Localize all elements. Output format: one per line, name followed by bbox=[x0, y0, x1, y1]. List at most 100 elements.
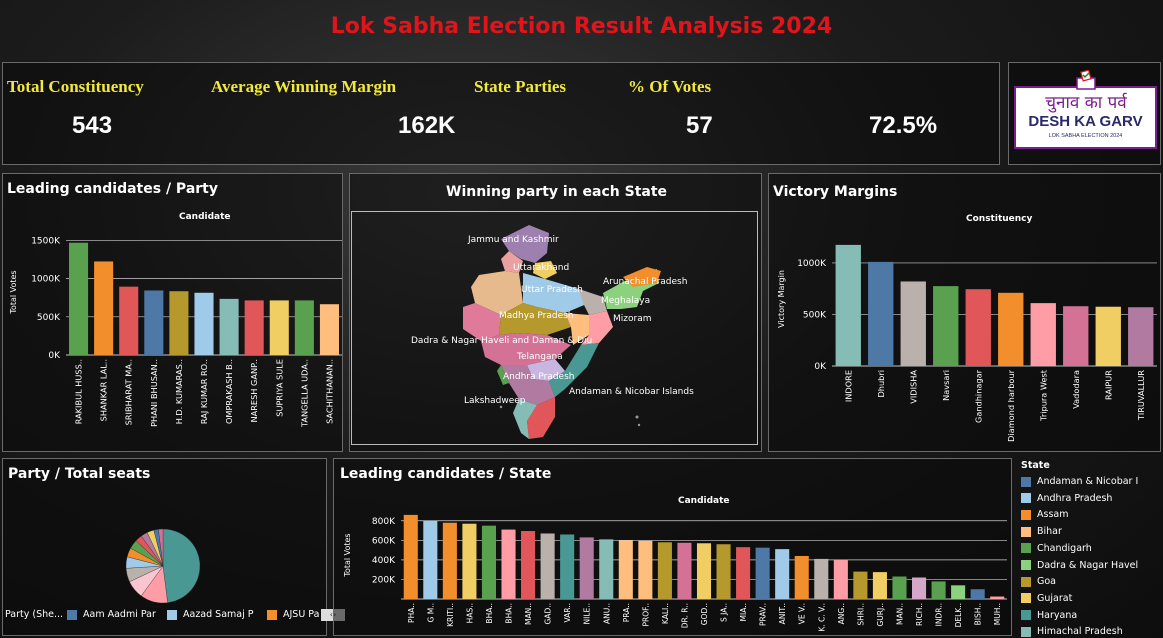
state-candidate-bar[interactable] bbox=[911, 577, 927, 599]
constituency-bar[interactable] bbox=[1095, 306, 1121, 366]
ballot-box-icon bbox=[1076, 70, 1096, 90]
state-candidate-bar[interactable] bbox=[423, 520, 438, 599]
state-legend-item[interactable]: Chandigarh bbox=[1021, 543, 1092, 554]
pie-legend-item: AJSU Pa bbox=[267, 609, 319, 620]
state-candidate-bar[interactable] bbox=[540, 533, 555, 599]
state-legend-item[interactable]: Andhra Pradesh bbox=[1021, 493, 1112, 504]
y-tick-label: 200K bbox=[372, 575, 396, 585]
state-candidate-bar[interactable] bbox=[736, 547, 751, 599]
pie-legend-item-label: Aazad Samaj P bbox=[183, 609, 254, 620]
constituency-bar[interactable] bbox=[900, 281, 926, 366]
constituency-bar[interactable] bbox=[1063, 306, 1089, 366]
legend-swatch bbox=[1021, 476, 1031, 487]
map-region-chhattisgarh bbox=[565, 313, 589, 345]
state-candidate-bar[interactable] bbox=[775, 549, 790, 599]
state-candidate-x-label: HAS.. bbox=[465, 603, 474, 623]
candidate-bar[interactable] bbox=[269, 300, 289, 355]
state-candidate-x-label: VE V.. bbox=[798, 603, 807, 624]
state-candidate-bar[interactable] bbox=[403, 514, 418, 599]
legend-swatch bbox=[167, 609, 177, 620]
map-region-odisha bbox=[581, 311, 613, 345]
y-tick-label: 1000K bbox=[797, 259, 827, 269]
state-candidate-bar[interactable] bbox=[638, 540, 653, 599]
state-candidate-bar[interactable] bbox=[599, 539, 614, 599]
state-legend-item[interactable]: Himachal Pradesh bbox=[1021, 626, 1123, 637]
state-candidate-bar[interactable] bbox=[696, 543, 712, 599]
state-legend-title: State bbox=[1021, 460, 1050, 471]
constituency-bar[interactable] bbox=[835, 244, 861, 366]
candidate-bar[interactable] bbox=[294, 300, 314, 355]
dashboard-title: Lok Sabha Election Result Analysis 2024 bbox=[330, 14, 833, 39]
constituency-x-label: Navsari bbox=[941, 370, 951, 401]
y-tick-label: 800K bbox=[372, 517, 396, 527]
candidate-bar[interactable] bbox=[319, 304, 339, 355]
state-candidate-bar[interactable] bbox=[970, 589, 985, 599]
leading-state-title: Leading candidates / State bbox=[340, 466, 552, 482]
map-region-karnataka bbox=[501, 365, 555, 405]
state-candidate-bar[interactable] bbox=[579, 537, 594, 599]
state-legend-item[interactable]: Gujarat bbox=[1021, 593, 1072, 604]
map-label-jammu-kashmir: Jammu and Kashmir bbox=[467, 235, 559, 245]
state-candidate-bar[interactable] bbox=[892, 576, 907, 599]
map-label-uttarakhand: Uttarakhand bbox=[513, 263, 569, 273]
legend-swatch bbox=[1021, 626, 1031, 637]
state-candidate-bar[interactable] bbox=[618, 540, 633, 599]
state-candidate-bar[interactable] bbox=[814, 558, 829, 599]
state-candidate-bar[interactable] bbox=[872, 572, 887, 599]
constituency-bar[interactable] bbox=[998, 292, 1024, 366]
state-candidate-bar[interactable] bbox=[716, 544, 731, 599]
constituency-bar[interactable] bbox=[868, 261, 894, 366]
state-candidate-bar[interactable] bbox=[794, 555, 809, 599]
state-legend-item[interactable]: Bihar bbox=[1021, 526, 1062, 537]
candidate-bar[interactable] bbox=[69, 242, 89, 355]
candidate-bar[interactable] bbox=[94, 261, 114, 355]
candidate-bar[interactable] bbox=[194, 292, 214, 355]
candidate-bar[interactable] bbox=[169, 291, 189, 355]
state-candidate-bar[interactable] bbox=[481, 525, 497, 599]
constituency-bar[interactable] bbox=[1128, 307, 1154, 366]
candidate-bar[interactable] bbox=[144, 290, 164, 355]
state-candidate-bar[interactable] bbox=[990, 596, 1005, 599]
pie-slice[interactable] bbox=[158, 528, 164, 567]
constituency-bar[interactable] bbox=[1030, 303, 1056, 366]
kpi-value-state-parties: 57 bbox=[686, 112, 713, 139]
state-legend-item[interactable]: Assam bbox=[1021, 509, 1068, 520]
pie-slice[interactable] bbox=[162, 528, 201, 603]
state-legend-label: Bihar bbox=[1037, 526, 1062, 538]
state-legend-item[interactable]: Goa bbox=[1021, 576, 1056, 587]
state-candidate-bar[interactable] bbox=[951, 585, 966, 599]
constituency-bar[interactable] bbox=[965, 289, 991, 366]
pie-legend-item-label: AJSU Pa bbox=[283, 609, 320, 620]
candidate-bar[interactable] bbox=[219, 298, 239, 355]
state-candidate-bar[interactable] bbox=[677, 542, 692, 599]
candidate-bar[interactable] bbox=[244, 300, 264, 355]
candidate-x-label: H.D. KUMARAS.. bbox=[174, 359, 184, 424]
state-candidate-bar[interactable] bbox=[931, 581, 946, 599]
state-legend-item[interactable]: Haryana bbox=[1021, 610, 1077, 621]
kpi-label-state-parties: State Parties bbox=[474, 77, 567, 96]
candidate-bar[interactable] bbox=[119, 286, 139, 355]
state-candidate-bar[interactable] bbox=[442, 522, 457, 599]
state-candidate-bar[interactable] bbox=[501, 529, 516, 599]
chevron-left-icon[interactable]: ‹ bbox=[329, 610, 333, 619]
state-candidate-bar[interactable] bbox=[853, 571, 868, 599]
state-candidate-bar[interactable] bbox=[560, 534, 575, 599]
victory-subtitle: Constituency bbox=[966, 214, 1033, 224]
state-legend: State Andaman & Nicobar I Andhra Pradesh A… bbox=[1018, 458, 1161, 638]
state-candidate-bar[interactable] bbox=[755, 547, 770, 599]
state-legend-label: Assam bbox=[1037, 509, 1069, 521]
state-candidate-bar[interactable] bbox=[657, 542, 672, 599]
constituency-bar[interactable] bbox=[933, 286, 959, 366]
state-candidate-bar[interactable] bbox=[833, 559, 848, 599]
legend-swatch bbox=[67, 609, 77, 620]
state-candidate-bar[interactable] bbox=[462, 523, 477, 599]
candidate-x-label: SHANKAR LAL.. bbox=[99, 359, 109, 421]
state-legend-item[interactable]: Andaman & Nicobar I bbox=[1021, 476, 1138, 487]
state-legend-item[interactable]: Dadra & Nagar Havel bbox=[1021, 560, 1138, 571]
state-candidate-x-label: ANU.. bbox=[602, 603, 611, 624]
constituency-x-label: Gandhinagar bbox=[973, 369, 983, 423]
state-candidate-bar[interactable] bbox=[521, 531, 536, 599]
kpi-panel bbox=[2, 62, 1000, 165]
state-candidate-x-label: PHA.. bbox=[407, 603, 416, 623]
state-candidate-x-label: KALI.. bbox=[661, 603, 670, 624]
